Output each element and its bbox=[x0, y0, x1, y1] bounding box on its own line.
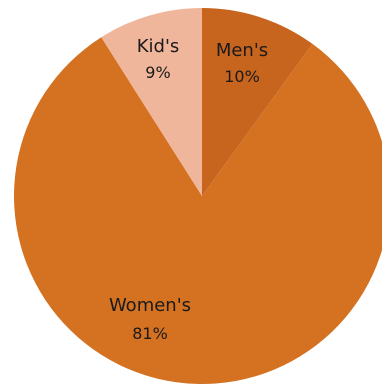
slice-name-label: Kid's bbox=[137, 36, 180, 57]
pie-slice-mens bbox=[202, 8, 313, 196]
slice-percent-label: 81% bbox=[132, 324, 168, 343]
slice-percent-label: 10% bbox=[224, 67, 260, 86]
slice-name-label: Men's bbox=[216, 40, 268, 61]
pie-slice-womens bbox=[14, 37, 382, 384]
slice-name-label: Women's bbox=[109, 295, 191, 316]
pie-slice-kids bbox=[101, 8, 202, 196]
slice-percent-label: 9% bbox=[145, 63, 170, 82]
